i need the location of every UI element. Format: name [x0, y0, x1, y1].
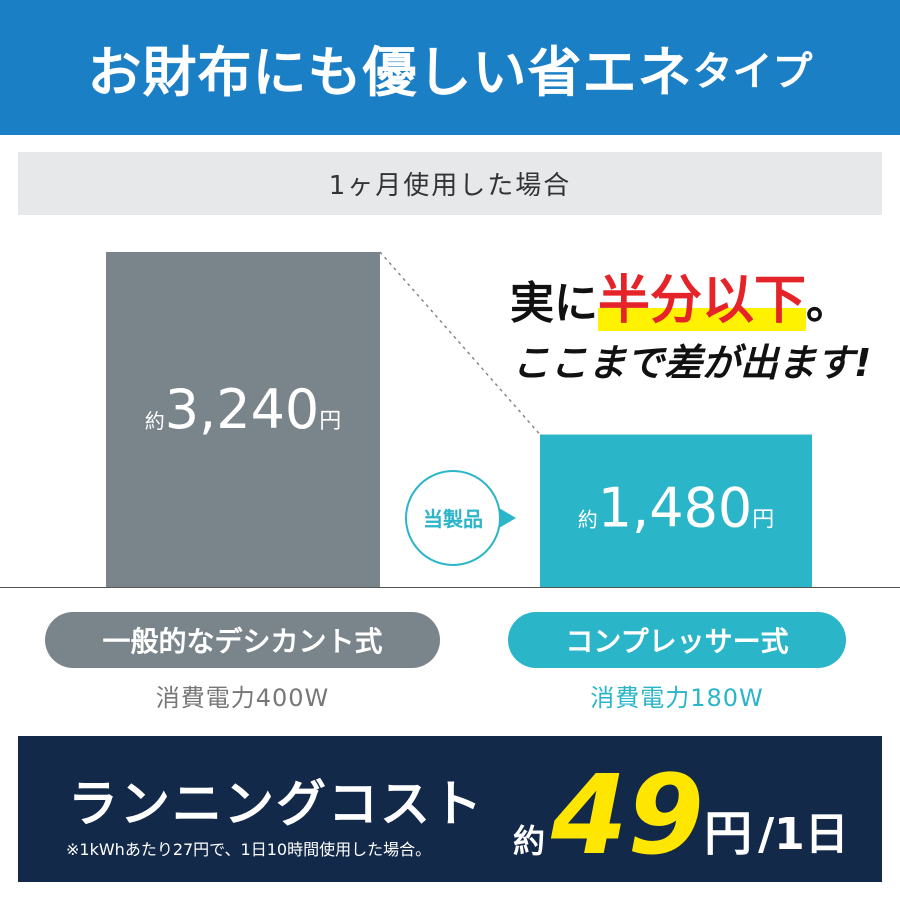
bar-label-value: 3,240 — [165, 378, 320, 441]
claim-highlight: 半分以下 — [598, 271, 807, 331]
title: お財布にも優しい省エネ — [87, 41, 693, 104]
power: 消費電力400W — [155, 684, 330, 712]
bar-label-value: 1,480 — [598, 477, 753, 540]
cost-prefix: 約 — [513, 822, 546, 860]
claim: 実に半分以下。 — [510, 258, 890, 333]
header: お財布にも優しい省エネ タイプ — [0, 0, 900, 135]
cost-unit: 円 — [704, 806, 753, 862]
badge-arrow — [499, 508, 516, 528]
bar-label-prefix: 約 — [145, 409, 165, 433]
bar-label: 約1,480円 — [578, 477, 775, 540]
bar — [106, 252, 380, 588]
claim-text: 。 — [806, 278, 851, 329]
bar — [540, 434, 812, 588]
badge-label: 当製品 — [423, 507, 483, 531]
bar-label-unit: 円 — [319, 409, 341, 434]
connector — [379, 251, 541, 436]
claim-line: ここまで差が出ます! — [512, 341, 872, 385]
cost-value: 49 — [551, 751, 705, 879]
bar-label: 約3,240円 — [145, 378, 342, 441]
title-suffix: タイプ — [692, 48, 813, 95]
item-pill: コンプレッサー式 — [508, 612, 846, 668]
power: 消費電力180W — [590, 684, 764, 712]
bar-label-unit: 円 — [752, 508, 774, 533]
footer: ランニングコスト ※1kWhあたり27円で、1日10時間使用した場合。 約 49 円… — [18, 736, 882, 882]
footer-title: ランニングコスト — [68, 775, 484, 833]
cost-per: /1日 — [758, 809, 849, 860]
bar-label-prefix: 約 — [578, 508, 598, 532]
claim-text: 実に — [510, 278, 598, 329]
daily-cost: 約 49 円/1日 — [513, 736, 849, 882]
footer-note: ※1kWhあたり27円で、1日10時間使用した場合。 — [66, 840, 432, 859]
period-label: 1ヶ月使用した場合 — [18, 152, 882, 215]
item-pill: 一般的なデシカント式 — [45, 612, 440, 668]
